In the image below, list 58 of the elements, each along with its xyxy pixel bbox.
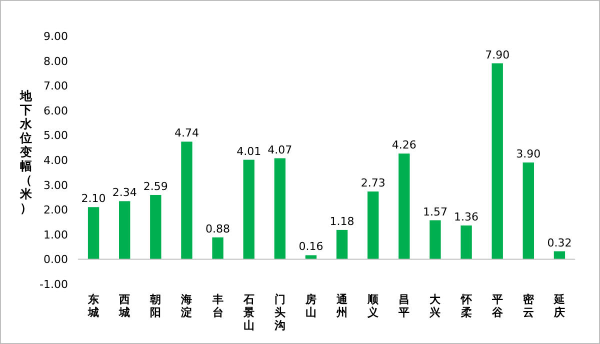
x-tick-label: 丰台: [211, 293, 224, 319]
data-label: 2.34: [112, 186, 137, 200]
x-tick-label: 房山: [304, 293, 316, 319]
x-tick-label: 东城: [87, 293, 100, 319]
y-tick-label: 8.00: [44, 54, 68, 68]
bar: [150, 194, 162, 260]
y-tick-label: 1.00: [44, 228, 68, 242]
x-tick-label: 门头沟: [273, 293, 286, 332]
data-label: 3.90: [516, 147, 541, 160]
y-tick-label: 2.00: [44, 204, 68, 217]
data-label: 2.73: [360, 176, 386, 190]
bar: [430, 220, 441, 260]
x-tick-label: 海淀: [180, 293, 192, 319]
x-tick-label: 怀柔: [460, 293, 473, 319]
bar: [88, 207, 100, 260]
x-tick-label: 平谷: [490, 293, 504, 319]
bar: [274, 158, 286, 260]
data-label: 2.59: [143, 180, 168, 193]
x-tick-label: 西城: [118, 293, 130, 319]
bar: [181, 142, 192, 260]
x-tick-label: 石景山: [242, 293, 254, 332]
y-tick-label: 9.00: [44, 30, 68, 43]
x-tick-label: 昌平: [398, 293, 410, 319]
bar: [492, 63, 503, 260]
data-label: 1.57: [422, 205, 448, 218]
data-label: 0.32: [547, 236, 572, 250]
data-label: 1.18: [330, 214, 354, 228]
data-label: 4.07: [268, 143, 292, 156]
x-tick-label: 顺义: [366, 293, 380, 319]
data-label: 4.74: [174, 126, 199, 140]
y-tick-label: 7.00: [44, 80, 68, 93]
data-label: 0.16: [298, 240, 324, 254]
y-tick-label: 5.00: [44, 129, 68, 142]
bar: [243, 160, 254, 260]
text: 地下水位变幅（米）: [20, 89, 32, 215]
x-tick-label: 延庆: [552, 293, 565, 319]
y-tick-label: 0.00: [44, 253, 68, 266]
x-tick-label: 朝阳: [149, 293, 162, 319]
bar: [368, 191, 379, 260]
bar: [212, 237, 224, 260]
bar: [398, 154, 410, 260]
x-tick-label: 通州: [336, 293, 349, 319]
x-tick-label: 大兴: [428, 293, 442, 319]
data-label: 2.10: [81, 192, 106, 206]
data-label: 1.36: [454, 210, 479, 224]
bar: [460, 225, 472, 260]
data-label: 4.01: [236, 144, 262, 158]
data-label: 7.90: [485, 48, 510, 62]
data-label: 4.26: [392, 138, 416, 152]
bar: [522, 162, 534, 260]
x-tick-label: 密云: [522, 293, 535, 319]
y-tick-label: 3.00: [44, 178, 68, 192]
y-tick-label: 6.00: [44, 104, 68, 118]
bar: [119, 201, 130, 260]
bar: [336, 230, 348, 260]
y-tick-label: 4.00: [44, 154, 68, 167]
data-label: 0.88: [206, 222, 230, 236]
y-tick-label: -1.00: [40, 278, 68, 291]
